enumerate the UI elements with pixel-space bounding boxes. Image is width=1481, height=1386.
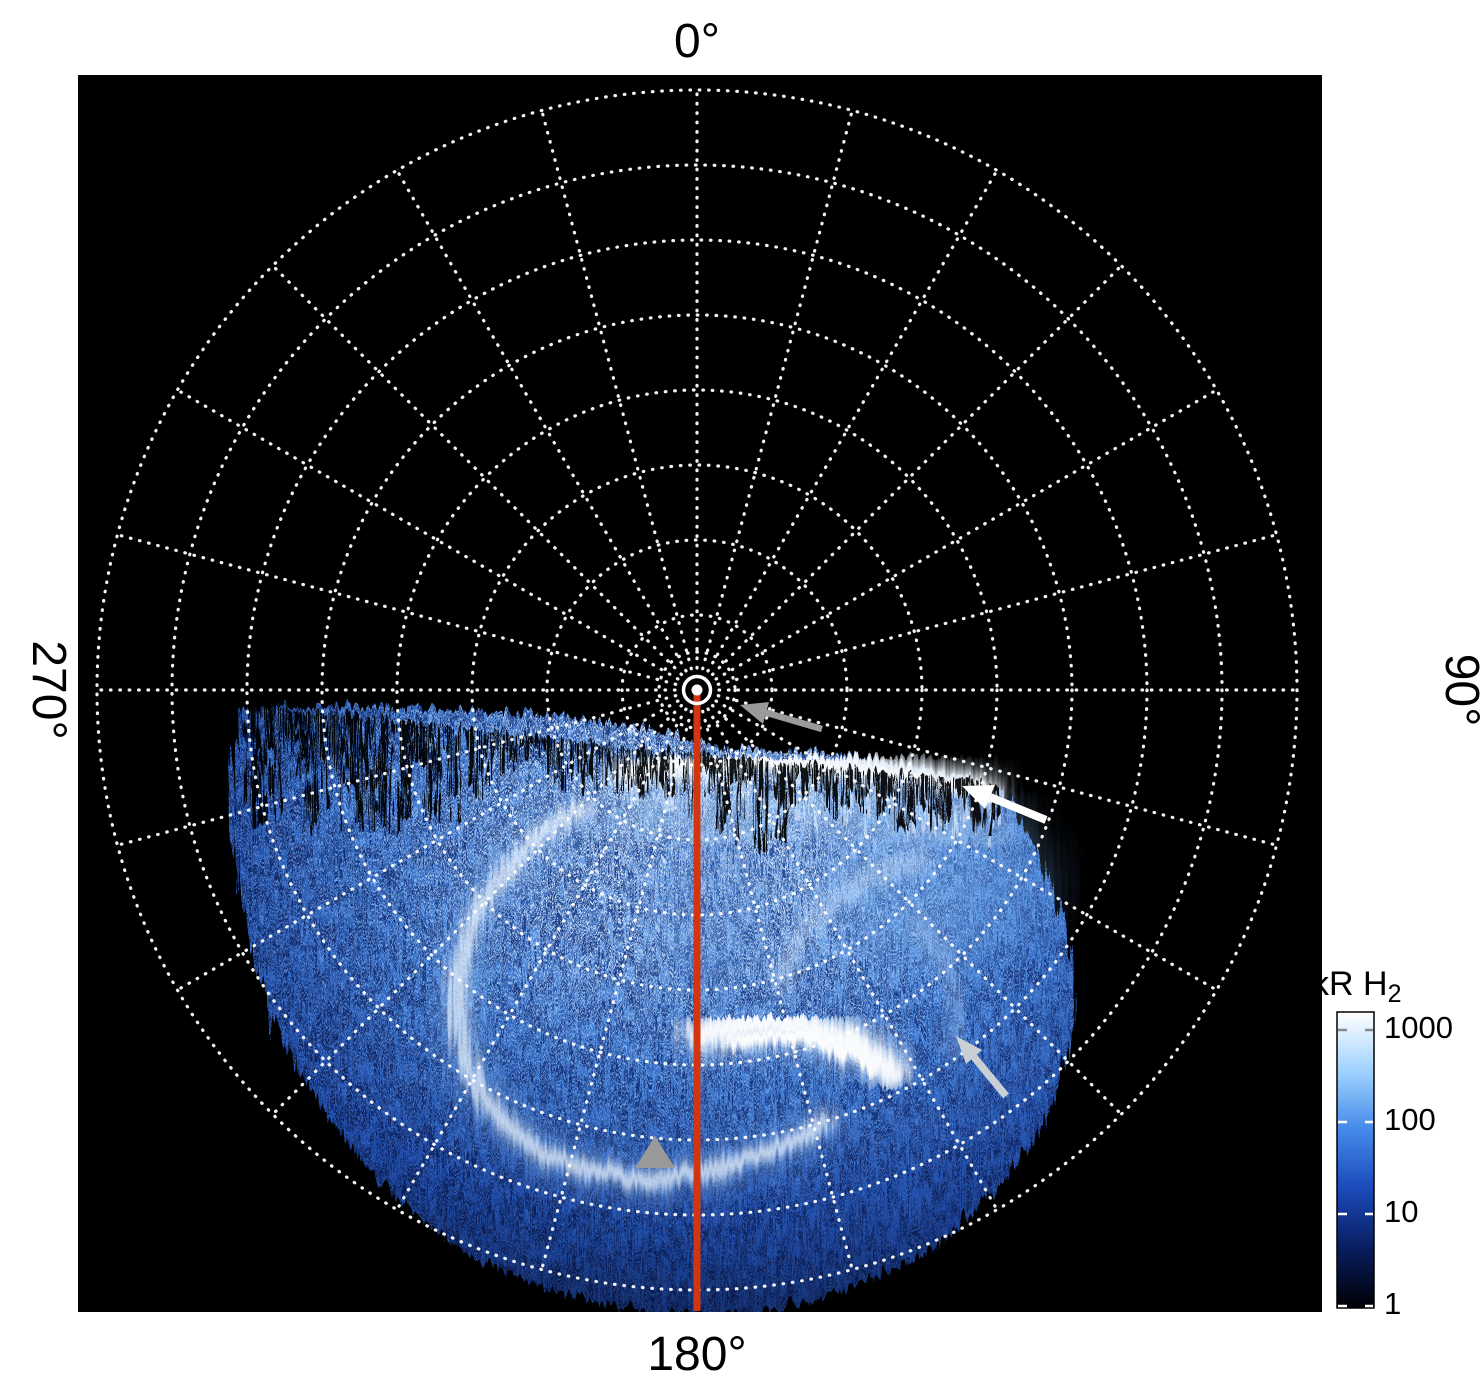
aurora-streak-1 (766, 846, 924, 985)
arrow-shaft (763, 708, 823, 733)
angle-label-0: 0° (674, 15, 720, 68)
arrow-shaft (988, 793, 1048, 824)
colorbar-title-text: kR H (1312, 965, 1388, 1003)
colorbar-tick-label-100: 100 (1384, 1102, 1436, 1137)
angle-label-270: 270° (22, 640, 75, 739)
arrow-head (956, 1036, 982, 1064)
colorbar-tick-label-10: 10 (1384, 1194, 1418, 1229)
angle-label-90: 90° (1435, 654, 1481, 727)
colorbar-title-subscript: 2 (1388, 980, 1402, 1008)
pole-ring (681, 674, 713, 706)
aurora-streak-2 (904, 908, 959, 1058)
grid-ring (95, 88, 1299, 1292)
polar-patch (678, 1005, 907, 1085)
pole-dot (691, 684, 703, 696)
grid-ring (170, 163, 1224, 1217)
light-gray-arrow-boundary (956, 1036, 1009, 1099)
arrow-shaft (971, 1054, 1009, 1099)
arrow-head (740, 702, 769, 724)
arrow-head (962, 785, 995, 809)
auroral-oval-arc (444, 793, 831, 1181)
colorbar-tick-label-1: 1 (1384, 1286, 1401, 1321)
colorbar-tick-label-1000: 1000 (1384, 1010, 1453, 1045)
angle-label-180: 180° (647, 1328, 746, 1381)
aurora-emission-image (227, 699, 1068, 1310)
grid-ring-inner (657, 650, 737, 730)
polar-patch-core (717, 1024, 877, 1074)
grid-ring (620, 613, 774, 767)
colorbar: kR H2 1000 100 10 1 (1312, 965, 1453, 1321)
grid-ring (470, 463, 924, 917)
colorbar-tickmarks (1338, 1028, 1373, 1308)
gray-arrow-center (740, 702, 823, 733)
colorbar-title: kR H2 (1312, 965, 1401, 1008)
gray-triangle-marker (635, 1136, 675, 1168)
white-arrow-limb (962, 785, 1048, 824)
grid-ring (320, 313, 1074, 1067)
colorbar-gradient (1336, 1011, 1375, 1309)
